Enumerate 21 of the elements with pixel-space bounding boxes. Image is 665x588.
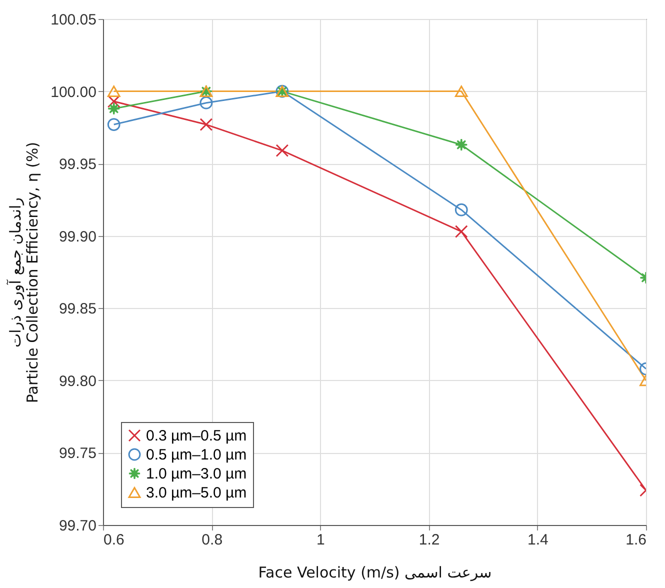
x-tick-label: 1.2 [418,532,440,548]
y-tick-label: 99.75 [58,445,96,462]
x-tick-label: 1.6 [626,532,646,548]
x-tick-label: 0.6 [104,532,124,548]
y-tick-label: 99.85 [58,300,96,318]
y-tick-label: 99.90 [58,228,96,246]
legend-label: 0.3 µm–0.5 µm [146,428,247,444]
text: Particle Collection Efficiency, η (%) [24,142,42,404]
y-tick-label: 99.70 [58,518,96,534]
x-tick-label: 1 [316,532,325,548]
legend-label: 1.0 µm–3.0 µm [146,466,247,482]
text: راندمان جمع آوری ذرات [6,198,25,348]
x-tick-label: 0.8 [202,532,223,548]
y-tick-label: 99.95 [58,156,96,174]
legend-label: 3.0 µm–5.0 µm [146,484,247,502]
y-tick-label: 100.00 [50,84,96,101]
legend-label: 0.5 µm–1.0 µm [146,446,247,464]
y-tick-label: 100.05 [50,12,96,28]
text: Face Velocity (m/s) سرعت اسمی [258,564,492,582]
y-tick-label: 99.80 [58,372,96,390]
x-tick-label: 1.4 [527,532,548,548]
